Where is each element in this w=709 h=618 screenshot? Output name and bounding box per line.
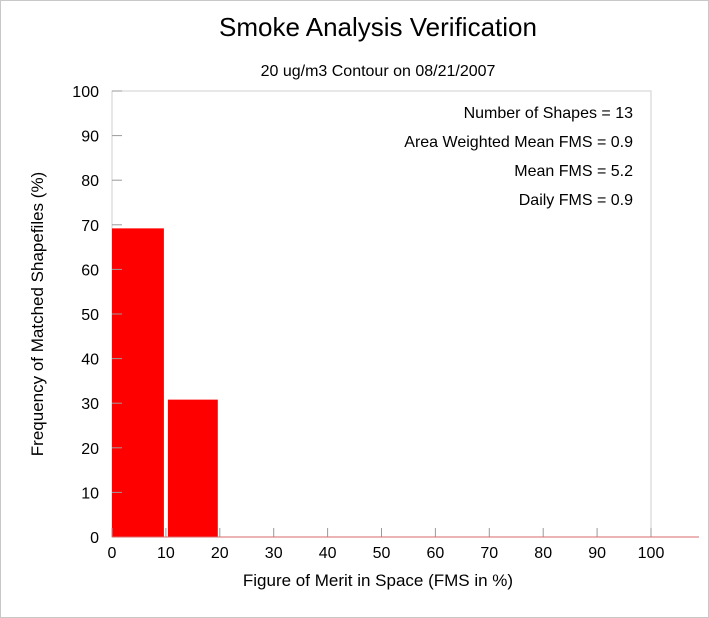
x-tick-label: 70: [480, 545, 498, 562]
y-tick-label: 90: [81, 129, 99, 146]
y-tick-label: 20: [81, 441, 99, 458]
x-tick-label: 20: [211, 545, 229, 562]
y-tick-label: 50: [81, 307, 99, 324]
y-tick-label: 100: [72, 84, 99, 101]
stat-number-of-shapes: Number of Shapes = 13: [464, 105, 634, 122]
bars-group: [112, 228, 218, 538]
y-axis-title: Frequency of Matched Shapefiles (%): [28, 172, 47, 456]
x-tick-label: 0: [108, 545, 117, 562]
chart-title: Smoke Analysis Verification: [219, 12, 537, 42]
x-axis: 0 10 20 30 40 50 60 70 80 90 100: [108, 528, 665, 562]
stat-daily-fms: Daily FMS = 0.9: [519, 192, 633, 209]
x-tick-label: 100: [638, 545, 665, 562]
y-tick-label: 70: [81, 218, 99, 235]
y-tick-label: 30: [81, 396, 99, 413]
y-axis: 0 10 20 30 40 50 60 70 80 90 100: [72, 84, 122, 547]
y-tick-label: 0: [90, 530, 99, 547]
stat-mean-fms: Mean FMS = 5.2: [514, 163, 633, 180]
bar-0-10: [112, 228, 164, 538]
chart-subtitle: 20 ug/m3 Contour on 08/21/2007: [261, 63, 496, 80]
bar-10-20: [167, 399, 218, 537]
y-tick-label: 10: [81, 485, 99, 502]
x-tick-label: 50: [373, 545, 391, 562]
x-tick-label: 40: [319, 545, 337, 562]
x-tick-label: 10: [157, 545, 175, 562]
stat-area-weighted-mean-fms: Area Weighted Mean FMS = 0.9: [404, 134, 633, 151]
x-axis-title: Figure of Merit in Space (FMS in %): [243, 571, 513, 590]
stats-annotations: Number of Shapes = 13 Area Weighted Mean…: [404, 105, 633, 209]
x-tick-label: 60: [427, 545, 445, 562]
x-tick-label: 80: [534, 545, 552, 562]
x-tick-label: 90: [588, 545, 606, 562]
y-tick-label: 60: [81, 262, 99, 279]
y-tick-label: 80: [81, 173, 99, 190]
y-tick-label: 40: [81, 352, 99, 369]
x-tick-label: 30: [265, 545, 283, 562]
